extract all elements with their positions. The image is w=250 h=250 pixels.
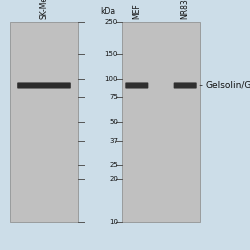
FancyBboxPatch shape — [174, 82, 197, 88]
Text: 250: 250 — [105, 19, 118, 25]
Text: 75: 75 — [109, 94, 118, 100]
Text: MEF: MEF — [132, 3, 141, 19]
Text: 20: 20 — [109, 176, 118, 182]
Text: 25: 25 — [109, 162, 118, 168]
Text: 100: 100 — [104, 76, 118, 82]
Text: 150: 150 — [104, 51, 118, 57]
Bar — [122, 22, 200, 222]
Text: Gelsolin/GSN: Gelsolin/GSN — [200, 81, 250, 90]
Text: 37: 37 — [109, 138, 118, 144]
FancyBboxPatch shape — [17, 82, 71, 88]
Text: SK-Me-28: SK-Me-28 — [40, 0, 48, 19]
Text: kDa: kDa — [100, 7, 115, 16]
Bar — [10, 22, 78, 222]
FancyBboxPatch shape — [125, 82, 148, 88]
Text: 10: 10 — [109, 219, 118, 225]
Text: 50: 50 — [109, 119, 118, 125]
Text: NR8383: NR8383 — [181, 0, 190, 19]
